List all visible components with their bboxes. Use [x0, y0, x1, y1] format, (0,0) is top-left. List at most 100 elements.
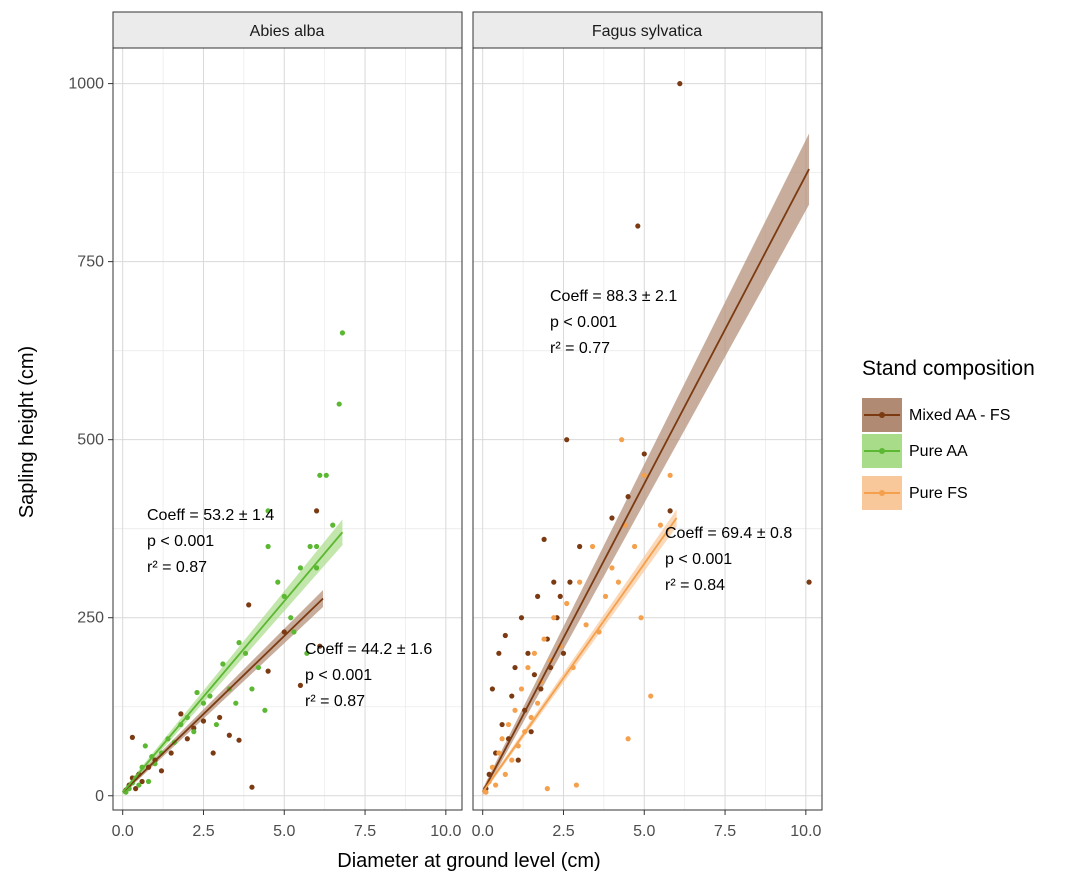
annotation-line: p < 0.001: [550, 314, 617, 331]
data-point: [535, 700, 541, 706]
data-point: [233, 700, 239, 706]
strip-label-fagus-sylvatica: Fagus sylvatica: [592, 23, 702, 40]
data-point: [518, 686, 525, 692]
data-point: [336, 401, 342, 407]
data-point: [499, 736, 505, 742]
data-point: [535, 593, 541, 599]
fit-lines: [481, 168, 810, 793]
data-point: [577, 543, 583, 550]
legend-key-point: [879, 490, 885, 496]
data-point: [242, 650, 249, 656]
data-point: [297, 682, 304, 688]
data-point: [281, 629, 287, 635]
data-point: [194, 689, 200, 696]
confidence-band: [482, 133, 810, 796]
data-point: [304, 650, 310, 656]
data-point: [265, 508, 271, 514]
panel-grid: [473, 48, 822, 810]
y-tick-label: 750: [77, 254, 104, 271]
fit-line: [122, 597, 324, 793]
x-tick-label: 7.5: [714, 823, 736, 840]
data-point: [641, 472, 647, 478]
data-point: [217, 714, 223, 721]
data-point: [262, 707, 268, 713]
legend: Stand composition Mixed AA - FS Pure AA …: [862, 357, 1035, 510]
data-point: [249, 686, 255, 692]
data-point: [509, 757, 515, 763]
data-point: [275, 579, 281, 585]
data-point: [255, 664, 262, 671]
confidence-bands: [482, 133, 810, 796]
data-point: [191, 725, 197, 731]
data-point: [220, 661, 226, 667]
data-point: [531, 650, 537, 656]
data-point: [265, 668, 271, 674]
data-point: [489, 764, 495, 770]
data-point: [210, 750, 216, 756]
x-tick-label: 5.0: [273, 823, 295, 840]
annotation-line: r² = 0.87: [305, 693, 365, 710]
data-point: [200, 700, 207, 706]
annotation-pure-aa: Coeff = 53.2 ± 1.4 p < 0.001 r² = 0.87: [147, 507, 279, 576]
data-point: [178, 711, 184, 717]
data-point: [567, 579, 573, 585]
data-point: [531, 672, 537, 678]
x-tick-label: 2.5: [552, 823, 574, 840]
data-point: [518, 615, 525, 621]
data-point: [184, 736, 190, 742]
data-point: [512, 664, 518, 671]
data-point: [226, 732, 232, 738]
x-tick-label: 0.0: [472, 823, 494, 840]
data-point: [541, 636, 547, 642]
y-tick-label: 250: [77, 610, 104, 627]
y-tick-label: 500: [77, 432, 104, 449]
legend-keys: [862, 398, 902, 510]
data-point: [551, 579, 557, 585]
data-point: [323, 472, 329, 478]
data-point: [641, 451, 647, 457]
data-point: [489, 686, 495, 692]
data-point: [339, 330, 346, 336]
legend-key-point: [879, 448, 885, 454]
annotation-line: r² = 0.77: [550, 340, 610, 357]
data-point: [307, 543, 313, 550]
data-point: [142, 743, 148, 749]
data-point: [577, 579, 583, 585]
data-point: [200, 718, 207, 724]
data-point: [288, 615, 294, 621]
x-tick-label: 0.0: [112, 823, 134, 840]
annotation-line: Coeff = 53.2 ± 1.4: [147, 507, 274, 524]
data-point: [145, 778, 152, 785]
annotation-line: Coeff = 88.3 ± 2.1: [550, 288, 677, 305]
data-point: [541, 536, 547, 542]
annotation-line: p < 0.001: [665, 551, 732, 568]
data-point: [609, 565, 615, 571]
data-point: [213, 721, 220, 728]
data-point: [648, 693, 654, 699]
data-point: [168, 750, 174, 756]
data-point: [512, 707, 518, 713]
data-point: [330, 522, 336, 528]
data-point: [499, 721, 505, 728]
fit-lines: [122, 531, 344, 793]
data-point: [249, 784, 255, 790]
y-tick-label: 0: [95, 788, 104, 805]
data-point: [528, 714, 534, 721]
annotation-line: Coeff = 44.2 ± 1.6: [305, 641, 432, 658]
data-point: [291, 629, 297, 635]
panel-grid: [113, 48, 462, 810]
annotation-line: r² = 0.84: [665, 577, 725, 594]
data-point: [493, 782, 499, 788]
data-point: [677, 81, 683, 87]
data-point: [236, 640, 242, 646]
panel-abies-alba: Abies alba Coeff = 53.2 ± 1.4 p < 0.001 …: [112, 11, 463, 811]
data-point: [317, 472, 323, 478]
data-point: [502, 632, 508, 639]
data-point: [551, 615, 557, 621]
data-point: [139, 778, 145, 785]
x-tick-label: 10.0: [790, 823, 821, 840]
data-point: [573, 782, 580, 788]
data-point: [638, 615, 644, 621]
data-point: [133, 786, 139, 792]
